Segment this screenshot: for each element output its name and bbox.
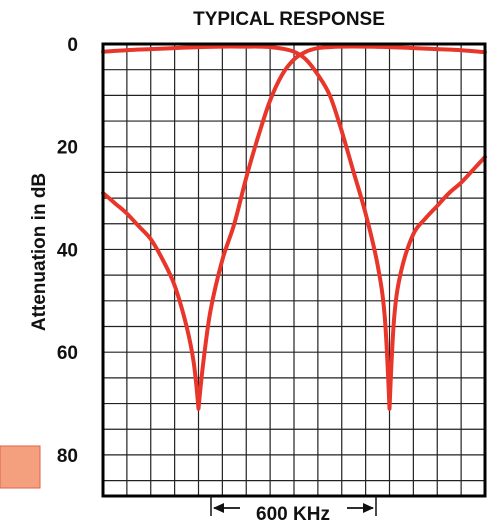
bandwidth-annotation: 600 KHz: [210, 496, 377, 525]
series-line-1: [101, 44, 487, 411]
y-tick-label: 60: [57, 343, 78, 364]
y-axis-label: Attenuation in dB: [29, 173, 50, 331]
bandwidth-label: 600 KHz: [256, 504, 330, 525]
y-tick-label: 0: [67, 35, 78, 56]
legend-swatch: [0, 445, 41, 489]
y-tick-label: 20: [57, 138, 78, 159]
y-tick-label: 80: [57, 446, 78, 467]
series-line-2: [101, 44, 487, 411]
grid: [103, 44, 485, 496]
y-tick-label: 40: [57, 240, 78, 261]
plot-frame: [101, 42, 487, 498]
bandwidth-left-arrowhead: [213, 503, 224, 513]
chart-title: TYPICAL RESPONSE: [193, 9, 385, 30]
curves: [101, 44, 487, 411]
bandwidth-right-arrowhead: [363, 503, 374, 513]
y-tick-labels: 0 20 40 60 80: [57, 35, 78, 467]
